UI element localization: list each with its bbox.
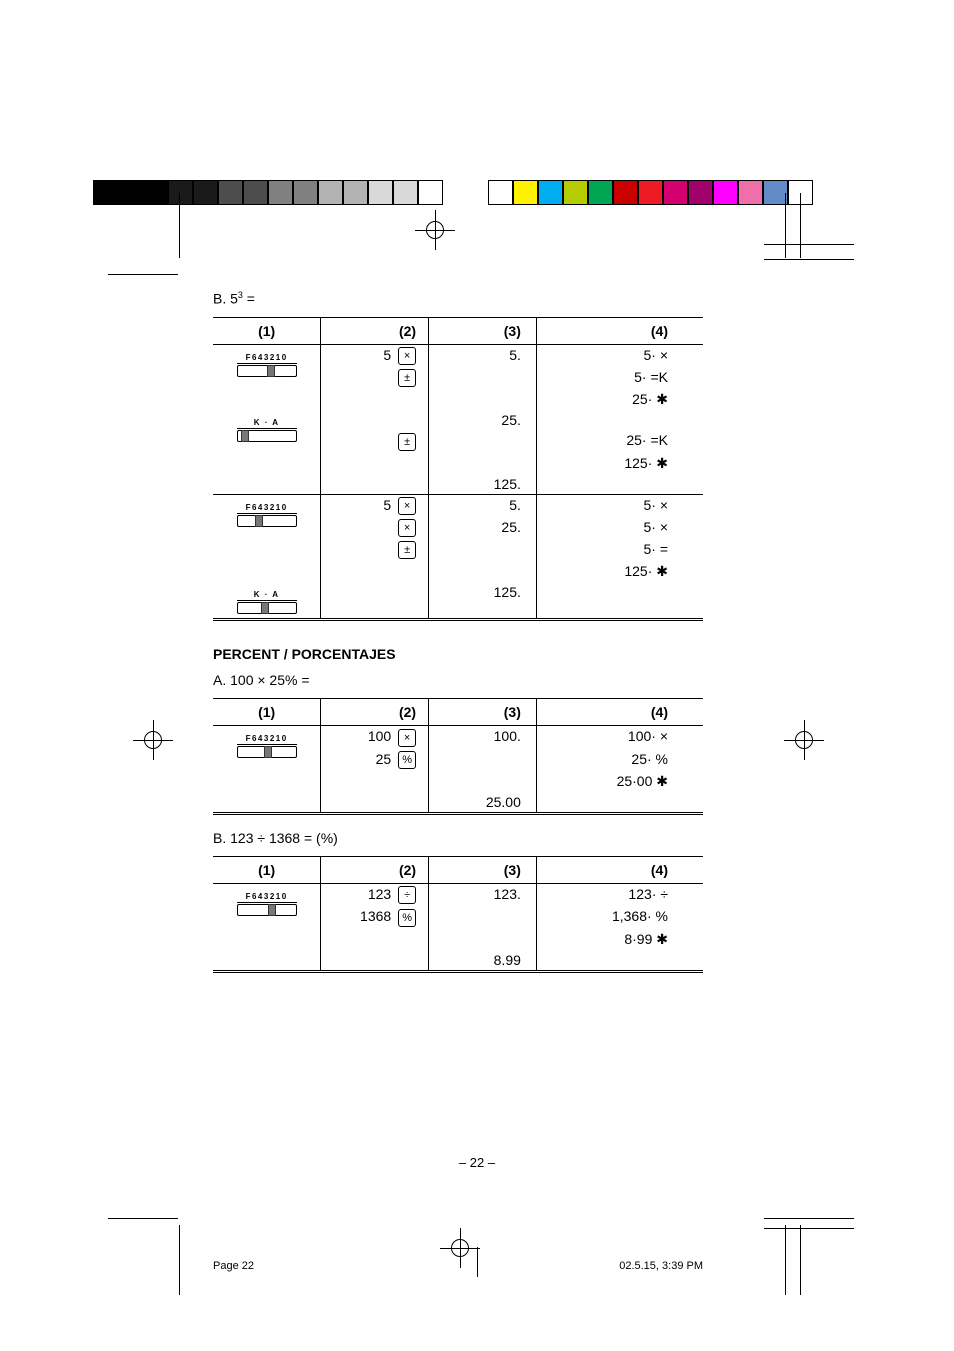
crop-mark [786, 1225, 801, 1295]
crop-mark [165, 1225, 180, 1295]
print-value: 5· × [536, 495, 703, 517]
footer: Page 22 02.5.15, 3:39 PM [213, 1260, 703, 1272]
print-value: 25· =K [536, 430, 703, 452]
equals-key-icon: ± [398, 541, 416, 559]
col-header: (2) [321, 857, 429, 884]
display-value: 5. [429, 495, 537, 517]
print-value: 125· ✱ [536, 453, 703, 474]
display-value: 125. [429, 582, 537, 620]
equals-key-icon: ± [398, 433, 416, 451]
slider-f-icon: F643210 [237, 503, 297, 529]
percent-key-icon: % [398, 751, 416, 769]
slider-f-icon: F643210 [237, 892, 297, 918]
input-value: 5 [383, 497, 391, 513]
equals-key-icon: ± [398, 369, 416, 387]
display-value: 25. [429, 410, 537, 430]
print-value: 123· ÷ [536, 884, 703, 907]
display-value: 123. [429, 884, 537, 907]
crop-mark [771, 193, 786, 258]
example-a2-heading: A. 100 × 25% = [213, 672, 703, 688]
table-b2: (1) (2) (3) (4) F643210 123 ÷ 123. 123· … [213, 856, 703, 973]
slider-f-icon: F643210 [237, 734, 297, 760]
times-key-icon: × [398, 347, 416, 365]
crop-mark [771, 1225, 786, 1295]
print-value: 25·00 ✱ [536, 771, 703, 792]
col-header: (1) [213, 857, 321, 884]
times-key-icon: × [398, 519, 416, 537]
input-value: 25 [376, 751, 392, 767]
col-header: (3) [429, 857, 537, 884]
display-value: 125. [429, 474, 537, 495]
print-value: 8·99 ✱ [536, 929, 703, 950]
col-header: (2) [321, 699, 429, 726]
registration-mark [133, 720, 173, 760]
print-value: 100· × [536, 726, 703, 749]
print-value: 5· × [536, 517, 703, 539]
percent-key-icon: % [398, 909, 416, 927]
registration-mark [415, 210, 455, 250]
example-b1-heading: B. 53 = [213, 290, 703, 307]
slider-ka-icon: K · A [237, 590, 297, 616]
times-key-icon: × [398, 497, 416, 515]
section-title-percent: PERCENT / PORCENTAJES [213, 646, 703, 662]
col-header: (4) [536, 857, 703, 884]
print-value: 25· % [536, 749, 703, 771]
col-header: (2) [321, 317, 429, 344]
print-value: 5· =K [536, 367, 703, 389]
slider-ka-icon: K · A [237, 418, 297, 444]
col-header: (4) [536, 317, 703, 344]
display-value: 8.99 [429, 950, 537, 972]
example-b2-heading: B. 123 ÷ 1368 = (%) [213, 830, 703, 846]
table-b1: (1) (2) (3) (4) F643210 5 × 5. 5· × ± 5·… [213, 317, 703, 622]
registration-mark [784, 720, 824, 760]
display-value: 5. [429, 344, 537, 367]
print-value: 125· ✱ [536, 561, 703, 582]
input-value: 5 [383, 347, 391, 363]
crop-mark [786, 193, 801, 258]
footer-page: Page 22 [213, 1260, 254, 1272]
display-value: 25. [429, 517, 537, 539]
print-value: 25· ✱ [536, 389, 703, 410]
col-header: (3) [429, 317, 537, 344]
col-header: (3) [429, 699, 537, 726]
crop-mark [165, 193, 180, 258]
display-value: 25.00 [429, 792, 537, 814]
divide-key-icon: ÷ [398, 886, 416, 904]
col-header: (1) [213, 699, 321, 726]
input-value: 100 [368, 728, 391, 744]
print-value: 5· × [536, 344, 703, 367]
input-value: 123 [368, 886, 391, 902]
col-header: (4) [536, 699, 703, 726]
grayscale-bar [93, 180, 443, 205]
times-key-icon: × [398, 729, 416, 747]
table-a2: (1) (2) (3) (4) F643210 100 × 100. 100· … [213, 698, 703, 815]
print-value: 1,368· % [536, 906, 703, 928]
input-value: 1368 [360, 908, 391, 924]
slider-f-icon: F643210 [237, 353, 297, 379]
col-header: (1) [213, 317, 321, 344]
footer-timestamp: 02.5.15, 3:39 PM [619, 1260, 703, 1272]
display-value: 100. [429, 726, 537, 749]
print-value: 5· = [536, 539, 703, 561]
page-number: – 22 – [0, 1155, 954, 1170]
